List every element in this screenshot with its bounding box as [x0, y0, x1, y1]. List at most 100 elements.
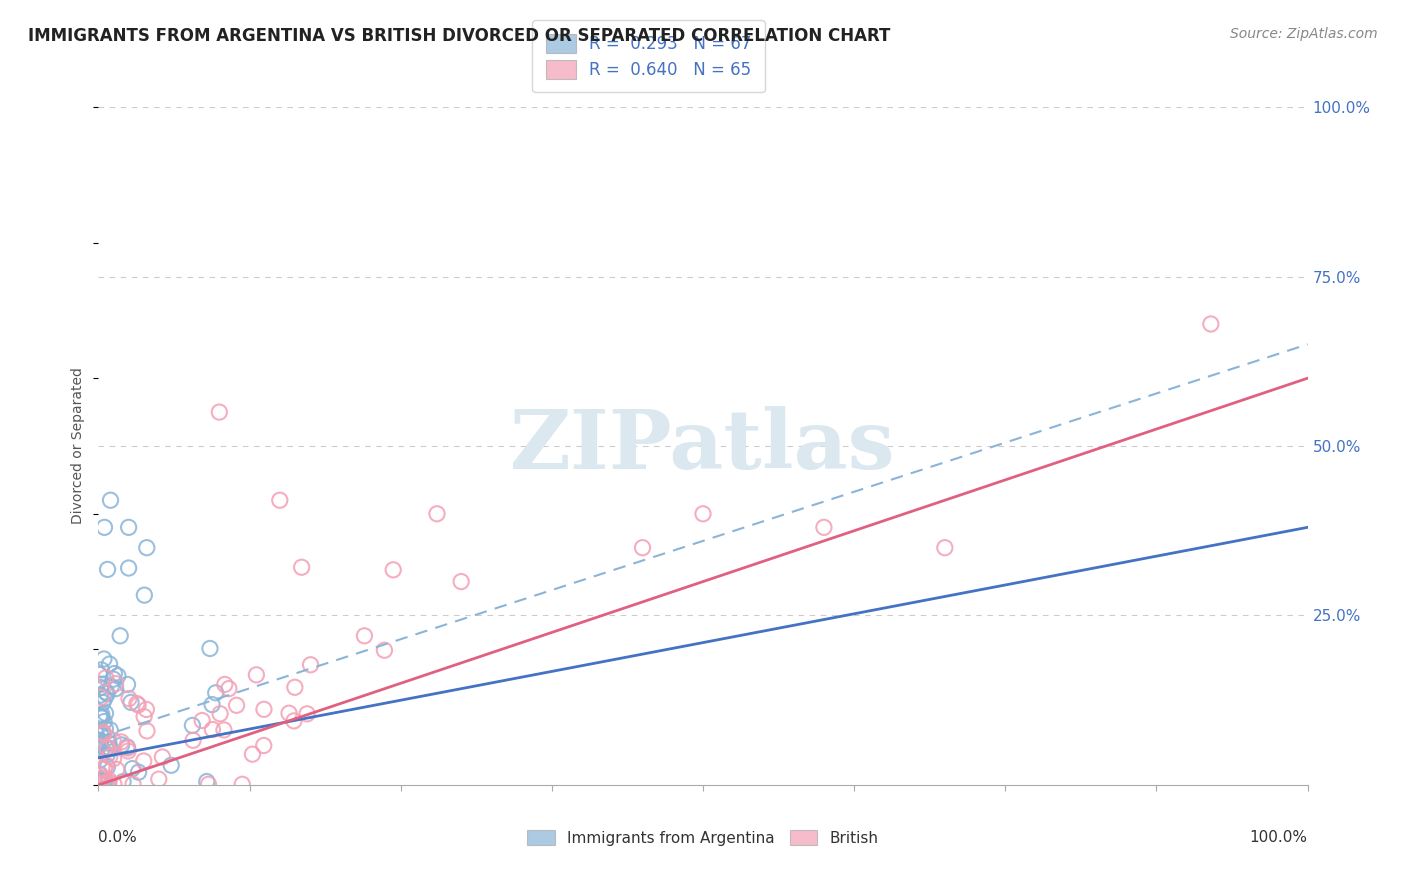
Y-axis label: Divorced or Separated: Divorced or Separated — [72, 368, 86, 524]
Point — [212, 723, 235, 737]
Point — [98, 749, 121, 764]
Point — [1199, 317, 1222, 331]
Point — [209, 706, 232, 721]
Point — [94, 706, 117, 721]
Text: Source: ZipAtlas.com: Source: ZipAtlas.com — [1230, 27, 1378, 41]
Point — [91, 771, 114, 785]
Point — [100, 680, 122, 694]
Point — [107, 669, 129, 683]
Point — [90, 711, 112, 725]
Point — [208, 405, 231, 419]
Point — [93, 727, 115, 741]
Point — [97, 562, 120, 576]
Point — [125, 697, 148, 711]
Point — [89, 774, 111, 789]
Point — [278, 706, 301, 721]
Point — [98, 657, 121, 671]
Point — [127, 698, 149, 712]
Point — [117, 741, 139, 756]
Legend: Immigrants from Argentina, British: Immigrants from Argentina, British — [522, 823, 884, 852]
Point — [94, 722, 117, 736]
Point — [242, 747, 264, 761]
Point — [89, 733, 111, 747]
Point — [160, 758, 183, 772]
Point — [382, 563, 405, 577]
Point — [195, 774, 218, 789]
Point — [94, 773, 117, 788]
Point — [118, 520, 141, 534]
Point — [108, 629, 131, 643]
Point — [295, 706, 318, 721]
Point — [104, 681, 127, 696]
Point — [89, 727, 111, 741]
Point — [93, 714, 115, 729]
Point — [110, 735, 132, 749]
Point — [191, 714, 214, 728]
Point — [89, 736, 111, 750]
Point — [91, 725, 114, 739]
Point — [283, 714, 305, 728]
Point — [96, 747, 118, 762]
Point — [631, 541, 654, 555]
Point — [181, 718, 204, 732]
Point — [103, 751, 125, 765]
Point — [98, 723, 121, 737]
Point — [89, 753, 111, 767]
Point — [115, 739, 138, 754]
Point — [89, 733, 111, 747]
Point — [269, 493, 291, 508]
Point — [94, 777, 117, 791]
Point — [253, 739, 276, 753]
Point — [284, 681, 307, 695]
Point — [90, 709, 112, 723]
Point — [692, 507, 714, 521]
Point — [90, 681, 112, 695]
Point — [96, 777, 118, 791]
Point — [121, 762, 143, 776]
Point — [204, 686, 226, 700]
Point — [225, 698, 247, 713]
Point — [201, 698, 224, 712]
Point — [93, 762, 115, 776]
Point — [135, 541, 157, 555]
Point — [103, 666, 125, 681]
Point — [198, 641, 221, 656]
Point — [96, 758, 118, 772]
Point — [813, 520, 835, 534]
Point — [117, 677, 139, 691]
Point — [135, 702, 157, 716]
Point — [91, 774, 114, 789]
Point — [291, 560, 314, 574]
Point — [105, 763, 128, 777]
Point — [89, 737, 111, 751]
Point — [96, 760, 118, 774]
Point — [148, 772, 170, 786]
Point — [90, 707, 112, 722]
Point — [103, 672, 125, 686]
Point — [89, 772, 111, 787]
Point — [98, 773, 121, 788]
Point — [373, 643, 395, 657]
Point — [94, 690, 117, 705]
Point — [89, 777, 111, 791]
Point — [89, 738, 111, 752]
Point — [353, 629, 375, 643]
Point — [245, 668, 267, 682]
Point — [90, 690, 112, 705]
Point — [134, 588, 156, 602]
Point — [97, 736, 120, 750]
Point — [128, 765, 150, 780]
Point — [132, 709, 155, 723]
Point — [104, 676, 127, 690]
Point — [89, 688, 111, 702]
Point — [214, 677, 236, 691]
Point — [96, 731, 118, 745]
Point — [117, 744, 139, 758]
Point — [89, 767, 111, 781]
Point — [101, 733, 124, 747]
Point — [96, 741, 118, 756]
Point — [136, 723, 159, 738]
Point — [112, 774, 135, 789]
Point — [118, 691, 141, 706]
Point — [122, 777, 145, 791]
